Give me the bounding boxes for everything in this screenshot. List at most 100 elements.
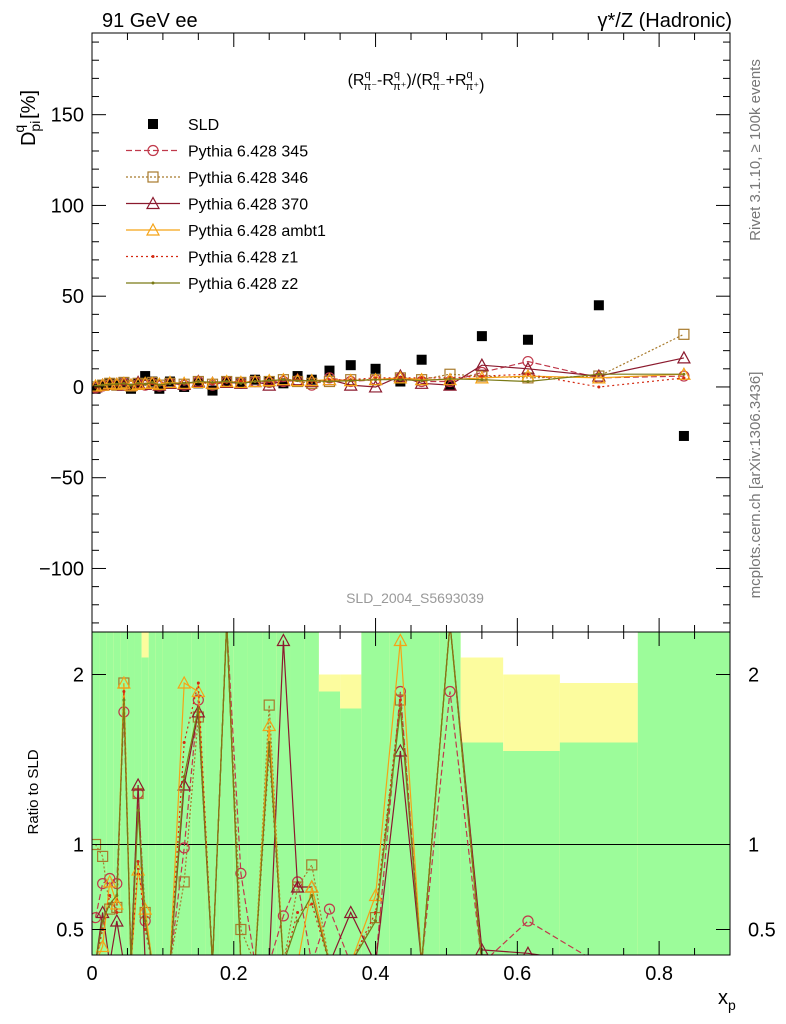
formula-part: (R [348, 72, 365, 89]
bottom-ylabel: Ratio to SLD [25, 749, 42, 834]
legend-marker [148, 119, 158, 129]
ratio-point [306, 859, 318, 871]
green-band [113, 632, 121, 955]
ratio-ytick-label-right: 1 [748, 835, 759, 857]
top-point [239, 381, 243, 385]
ratio-point [177, 675, 192, 689]
ratio-point [122, 698, 126, 702]
green-band [559, 742, 638, 955]
top-point [276, 372, 291, 386]
top-point [310, 379, 314, 383]
legend-label: SLD [188, 117, 219, 134]
green-band [99, 632, 107, 955]
watermark: SLD_2004_S5693039 [346, 590, 484, 606]
top-point [370, 363, 381, 374]
ylabel-unit: [%] [18, 90, 40, 119]
legend-marker [147, 144, 159, 157]
legend-label: Pythia 6.428 345 [188, 144, 308, 161]
top-point [593, 300, 604, 311]
legend-label: Pythia 6.428 ambt1 [188, 223, 326, 240]
green-band [106, 632, 114, 955]
green-band [148, 632, 156, 955]
ratio-point [522, 915, 534, 927]
ratio-point [108, 902, 112, 906]
top-point [211, 380, 215, 384]
green-band [439, 632, 461, 955]
xtick-label: 0 [86, 963, 97, 985]
ratio-point [109, 913, 124, 927]
ytick-label: −50 [50, 468, 84, 490]
legend-entry: Pythia 6.428 370 [126, 196, 308, 214]
top-point [682, 376, 686, 380]
formula-part: q [433, 69, 439, 81]
top-point [597, 385, 601, 389]
top-point [150, 380, 154, 384]
bottom-bands [92, 632, 730, 955]
legend-entry: SLD [148, 117, 219, 134]
top-point [225, 380, 229, 384]
ratio-point [136, 809, 140, 812]
top-point [420, 379, 424, 383]
legend-entry: Pythia 6.428 345 [126, 144, 308, 161]
top-y-axis: −100 −50 0 50 100 150 [39, 41, 730, 624]
top-point [678, 430, 689, 441]
top-point [522, 334, 533, 345]
ratio-series-3 [95, 632, 482, 955]
green-band [411, 632, 440, 955]
ratio-point [393, 633, 408, 647]
ytick-label: −100 [39, 558, 84, 580]
formula-part: -R [377, 72, 394, 89]
ytick-label: 100 [51, 195, 84, 217]
ratio-series-5 [96, 632, 482, 955]
legend-marker [147, 171, 159, 183]
ratio-point [177, 777, 192, 791]
green-band [318, 691, 341, 955]
ratio-point [178, 876, 190, 888]
ratio-point [235, 923, 247, 936]
ratio-point [196, 681, 200, 685]
top-point [162, 375, 177, 389]
ratio-point [310, 902, 314, 906]
top-point [168, 381, 172, 385]
ratio-point [276, 633, 291, 647]
legend-entry: Pythia 6.428 346 [126, 170, 308, 187]
top-point [116, 376, 131, 389]
legend-label: Pythia 6.428 z2 [188, 276, 298, 293]
ytick-label: 50 [62, 286, 84, 308]
top-point [262, 377, 277, 391]
top-point [125, 380, 137, 392]
ratio-point [196, 707, 200, 710]
top-point [327, 380, 331, 384]
top-point [416, 354, 427, 365]
top-point [179, 381, 190, 392]
legend-marker [151, 281, 155, 285]
formula-part: q [394, 69, 400, 81]
xtick-label: 0.4 [362, 963, 390, 985]
top-point [233, 375, 248, 389]
green-band [120, 632, 128, 955]
ratio-point [263, 699, 275, 711]
top-point [414, 376, 429, 389]
ratio-point [115, 911, 119, 914]
ytick-label: 0 [73, 377, 84, 399]
ratio-point [191, 684, 206, 698]
ratio-point [115, 894, 119, 897]
green-band [162, 632, 178, 955]
green-band [141, 657, 149, 955]
green-band [304, 632, 319, 955]
ratio-point [136, 860, 140, 863]
top-point [345, 360, 356, 371]
ratio-point [398, 707, 402, 710]
top-point [526, 380, 530, 384]
formula-part: π⁺ [466, 81, 480, 93]
top-point [522, 355, 534, 368]
top-point [206, 378, 219, 390]
ratio-series-line [94, 632, 586, 955]
xtick-label: 0.8 [645, 963, 673, 985]
ratio-point [97, 850, 109, 863]
ratio-ytick-label: 2 [73, 665, 84, 687]
ratio-point [304, 879, 319, 893]
bottom-y-axis: 0.5 0.5 1 1 2 2 [56, 665, 776, 942]
x-axis: 0 0.2 0.4 0.6 0.8 [86, 33, 731, 985]
formula-part: )/(R [406, 72, 433, 89]
